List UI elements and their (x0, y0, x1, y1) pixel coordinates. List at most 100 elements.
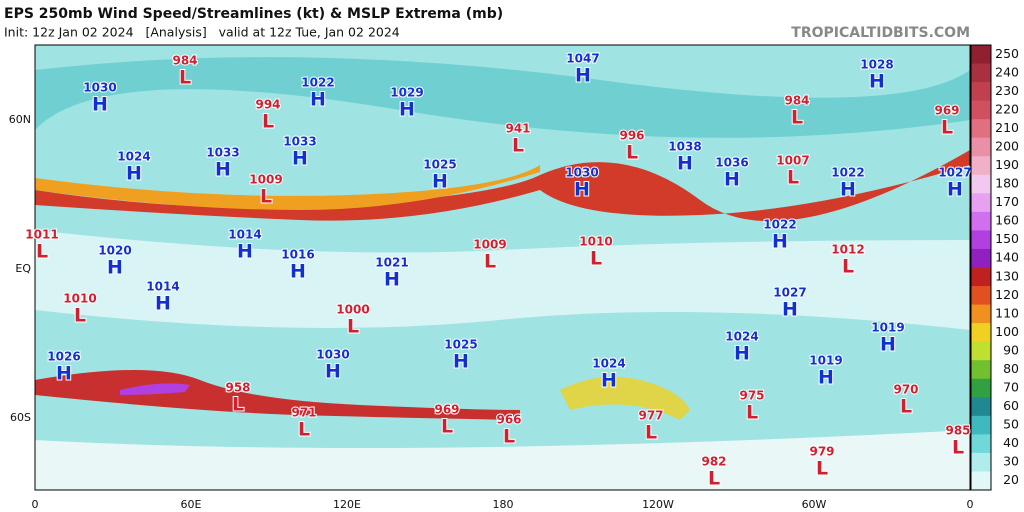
pressure-value: 1014 (228, 228, 261, 242)
pressure-center-letter: H (155, 293, 171, 315)
pressure-center-letter: H (601, 370, 617, 392)
subtitle: Init: 12z Jan 02 2024 [Analysis] valid a… (4, 25, 400, 40)
pressure-center-letter: L (262, 111, 274, 133)
pressure-center-letter: H (840, 179, 856, 201)
pressure-value: 1027 (773, 286, 806, 300)
pressure-center-letter: H (869, 71, 885, 93)
pressure-value: 1026 (47, 350, 80, 364)
pressure-value: 1000 (336, 303, 369, 317)
colorbar-swatch (971, 360, 991, 380)
pressure-center-letter: L (746, 402, 758, 424)
pressure-center-letter: H (818, 367, 834, 389)
site-credit: TROPICALTIDBITS.COM (791, 25, 970, 41)
colorbar-label: 90 (1003, 342, 1019, 357)
colorbar-swatch (971, 397, 991, 417)
pressure-value: 1022 (831, 166, 864, 180)
colorbar-label: 150 (995, 231, 1019, 246)
x-axis-label: 60E (181, 498, 202, 511)
pressure-value: 985 (945, 424, 970, 438)
pressure-center-letter: H (782, 299, 798, 321)
pressure-value: 1033 (283, 135, 316, 149)
pressure-center-letter: H (399, 99, 415, 121)
x-axis-label: 120W (642, 498, 674, 511)
pressure-value: 941 (505, 122, 530, 136)
colorbar-label: 170 (995, 194, 1019, 209)
pressure-center-letter: H (92, 94, 108, 116)
colorbar-label: 210 (995, 120, 1019, 135)
pressure-value: 1011 (25, 228, 58, 242)
pressure-center-letter: L (512, 135, 524, 157)
pressure-center-letter: H (215, 159, 231, 181)
pressure-center-letter: H (325, 361, 341, 383)
colorbar-swatch (971, 100, 991, 120)
pressure-center-letter: H (772, 231, 788, 253)
colorbar-swatch (971, 434, 991, 454)
colorbar-label: 80 (1003, 361, 1019, 376)
pressure-center-letter: L (816, 458, 828, 480)
pressure-center-letter: L (626, 142, 638, 164)
pressure-center-letter: L (36, 241, 48, 263)
pressure-center-letter: H (237, 241, 253, 263)
colorbar-swatch (971, 45, 991, 65)
colorbar-swatch (971, 82, 991, 102)
x-axis-label: 0 (32, 498, 39, 511)
pressure-value: 1019 (809, 354, 842, 368)
colorbar-swatch (971, 211, 991, 231)
pressure-center-letter: H (292, 148, 308, 170)
pressure-center-letter: L (645, 422, 657, 444)
pressure-value: 1038 (668, 140, 701, 154)
pressure-center-letter: L (791, 107, 803, 129)
colorbar-label: 60 (1003, 398, 1019, 413)
pressure-center-letter: L (179, 67, 191, 89)
pressure-center-letter: H (384, 269, 400, 291)
pressure-center-letter: H (724, 169, 740, 191)
pressure-center-letter: H (453, 351, 469, 373)
pressure-center-letter: H (56, 363, 72, 385)
pressure-center-letter: L (347, 316, 359, 338)
colorbar-label: 100 (995, 324, 1019, 339)
pressure-value: 1010 (63, 292, 96, 306)
pressure-value: 1024 (117, 150, 150, 164)
x-axis-label: 0 (967, 498, 974, 511)
pressure-center-letter: H (880, 334, 896, 356)
x-axis-label: 180 (493, 498, 514, 511)
y-axis-label: 60S (10, 411, 31, 424)
pressure-value: 1028 (860, 58, 893, 72)
pressure-value: 979 (809, 445, 834, 459)
x-axis-label: 120E (333, 498, 361, 511)
colorbar-swatch (971, 248, 991, 268)
colorbar-swatch (971, 452, 991, 472)
pressure-value: 969 (934, 104, 959, 118)
pressure-center-letter: H (290, 261, 306, 283)
pressure-value: 984 (784, 94, 809, 108)
pressure-center-letter: L (941, 117, 953, 139)
pressure-center-letter: L (952, 437, 964, 459)
colorbar-swatch (971, 119, 991, 139)
pressure-value: 969 (434, 403, 459, 417)
colorbar-label: 40 (1003, 435, 1019, 450)
colorbar-label: 70 (1003, 380, 1019, 395)
pressure-center-letter: L (74, 305, 86, 327)
colorbar-label: 190 (995, 157, 1019, 172)
colorbar-label: 200 (995, 138, 1019, 153)
pressure-value: 1029 (390, 86, 423, 100)
pressure-value: 1030 (565, 166, 598, 180)
pressure-value: 1019 (871, 321, 904, 335)
colorbar-label: 220 (995, 101, 1019, 116)
pressure-center-letter: L (590, 248, 602, 270)
pressure-center-letter: H (107, 257, 123, 279)
colorbar-swatch (971, 341, 991, 361)
pressure-value: 958 (225, 381, 250, 395)
colorbar-swatch (971, 471, 991, 491)
pressure-value: 1047 (566, 52, 599, 66)
colorbar-label: 180 (995, 176, 1019, 191)
y-axis-label: 60N (9, 113, 31, 126)
pressure-value: 975 (739, 389, 764, 403)
colorbar-label: 30 (1003, 454, 1019, 469)
pressure-value: 977 (638, 409, 663, 423)
pressure-value: 996 (619, 129, 644, 143)
pressure-value: 1027 (938, 166, 971, 180)
colorbar-label: 250 (995, 46, 1019, 61)
